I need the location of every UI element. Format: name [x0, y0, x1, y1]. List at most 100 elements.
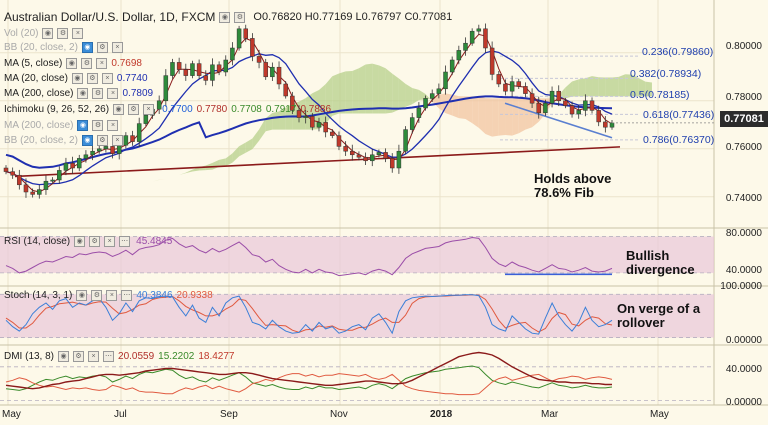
settings-icon[interactable]: ⚙ — [73, 351, 85, 362]
candle-body — [230, 47, 235, 61]
settings-icon[interactable]: ⚙ — [92, 120, 104, 131]
candle-body — [116, 144, 122, 154]
legend-ma20-value: 0.7740 — [116, 73, 148, 84]
cloud-segment — [498, 98, 506, 136]
settings-icon[interactable]: ⚙ — [96, 42, 108, 53]
legend-ichimoku[interactable]: Ichimoku (9, 26, 52, 26) ◉ ⚙ × 0.7700 0.77… — [4, 104, 331, 115]
candle-body — [243, 28, 248, 39]
dmi-tick-label: 0.00000 — [725, 397, 762, 408]
legend-ma200[interactable]: MA (200, close) ◉ ⚙ × 0.7809 — [4, 88, 153, 99]
settings-icon[interactable]: ⚙ — [234, 11, 246, 23]
x-tick-label: 2018 — [430, 409, 453, 420]
annotation-rollover: On verge of a rollover — [617, 301, 701, 330]
close-icon[interactable]: × — [104, 236, 116, 247]
candle-body — [270, 66, 275, 78]
legend-stoch[interactable]: Stoch (14, 3, 1) ◉ ⚙ × ⋯ 40.3846 20.9338 — [4, 290, 213, 301]
eye-icon[interactable]: ◉ — [113, 104, 125, 115]
candle-body — [316, 122, 322, 128]
close-icon[interactable]: × — [72, 28, 84, 39]
legend-ma200b[interactable]: MA (200, close) ◉ ⚙ × — [4, 120, 119, 131]
eye-icon[interactable]: ◉ — [42, 28, 54, 39]
ohlc-values: O0.76820 H0.77169 L0.76797 C0.77081 — [253, 11, 453, 23]
cloud-segment — [272, 111, 280, 130]
fib-label-1: 0.382(0.78934) — [630, 68, 702, 80]
candle-body — [523, 86, 528, 94]
candle-body — [210, 64, 215, 81]
legend-ma20-label: MA (20, close) — [4, 73, 68, 84]
rsi-panel — [0, 236, 714, 277]
more-icon[interactable]: ⋯ — [103, 351, 115, 362]
eye-icon[interactable]: ◉ — [81, 135, 93, 146]
candle-body — [130, 135, 135, 142]
close-icon[interactable]: × — [111, 135, 123, 146]
y-tick-label: 0.74000 — [725, 193, 762, 204]
cloud-segment — [345, 70, 353, 114]
cloud-segment — [279, 107, 286, 130]
candle-body — [403, 129, 408, 152]
eye-icon[interactable]: ◉ — [219, 11, 231, 23]
close-icon[interactable]: × — [107, 88, 119, 99]
settings-icon[interactable]: ⚙ — [91, 290, 103, 301]
ascending-trendline — [14, 146, 621, 178]
more-icon[interactable]: ⋯ — [121, 290, 133, 301]
cloud-segment — [592, 76, 599, 97]
settings-icon[interactable]: ⚙ — [92, 88, 104, 99]
cloud-segment — [99, 169, 106, 172]
candle-body — [276, 66, 282, 85]
overbought-oversold-band — [0, 236, 714, 273]
close-icon[interactable]: × — [111, 42, 123, 53]
close-icon[interactable]: × — [107, 120, 119, 131]
cloud-segment — [159, 179, 166, 180]
candle-body — [216, 64, 222, 73]
settings-icon[interactable]: ⚙ — [96, 135, 108, 146]
cloud-segment — [358, 64, 366, 114]
legend-rsi[interactable]: RSI (14, close) ◉ ⚙ × ⋯ 45.4845 — [4, 236, 172, 247]
legend-ma5[interactable]: MA (5, close) ◉ ⚙ × 0.7698 — [4, 58, 142, 69]
cloud-segment — [398, 78, 406, 110]
candle-body — [536, 102, 541, 114]
close-icon[interactable]: × — [96, 58, 108, 69]
eye-icon[interactable]: ◉ — [66, 58, 78, 69]
candle-body — [343, 146, 348, 152]
candle-body — [370, 154, 375, 162]
close-icon[interactable]: × — [88, 351, 100, 362]
legend-ma20[interactable]: MA (20, close) ◉ ⚙ × 0.7740 — [4, 73, 148, 84]
annotation-bullish-divergence: Bullish divergence — [626, 248, 695, 277]
cloud-segment — [372, 63, 379, 114]
settings-icon[interactable]: ⚙ — [128, 104, 140, 115]
legend-vol[interactable]: Vol (20) ◉ ⚙ × — [4, 28, 84, 39]
close-icon[interactable]: × — [106, 290, 118, 301]
settings-icon[interactable]: ⚙ — [86, 73, 98, 84]
settings-icon[interactable]: ⚙ — [89, 236, 101, 247]
legend-dmi[interactable]: DMI (13, 8) ◉ ⚙ × ⋯ 20.0559 15.2202 18.4277 — [4, 351, 234, 362]
candle-body — [589, 100, 595, 111]
eye-icon[interactable]: ◉ — [74, 236, 86, 247]
cloud-segment — [179, 172, 186, 175]
settings-icon[interactable]: ⚙ — [57, 28, 69, 39]
cloud-segment — [512, 98, 519, 136]
y-tick-label: 0.78000 — [725, 92, 762, 103]
legend-ma5-label: MA (5, close) — [4, 58, 63, 69]
minus-di-line — [5, 373, 613, 396]
last-price-tag: 0.77081 — [720, 111, 768, 127]
eye-icon[interactable]: ◉ — [77, 120, 89, 131]
more-icon[interactable]: ⋯ — [119, 236, 131, 247]
candle-body — [350, 150, 355, 156]
legend-bb2[interactable]: BB (20, close, 2) ◉ ⚙ × — [4, 135, 123, 146]
fib-label-2: 0.5(0.78185) — [630, 89, 690, 101]
candle-body — [163, 75, 169, 102]
legend-bb[interactable]: BB (20, close, 2) ◉ ⚙ × — [4, 42, 123, 53]
legend-ichimoku-label: Ichimoku (9, 26, 52, 26) — [4, 104, 110, 115]
x-tick-label: Jul — [114, 409, 127, 420]
eye-icon[interactable]: ◉ — [81, 42, 93, 53]
eye-icon[interactable]: ◉ — [77, 88, 89, 99]
eye-icon[interactable]: ◉ — [58, 351, 70, 362]
candles — [3, 23, 615, 199]
settings-icon[interactable]: ⚙ — [81, 58, 93, 69]
candle-body — [609, 122, 615, 128]
eye-icon[interactable]: ◉ — [71, 73, 83, 84]
close-icon[interactable]: × — [143, 104, 155, 115]
eye-icon[interactable]: ◉ — [76, 290, 88, 301]
close-icon[interactable]: × — [101, 73, 113, 84]
